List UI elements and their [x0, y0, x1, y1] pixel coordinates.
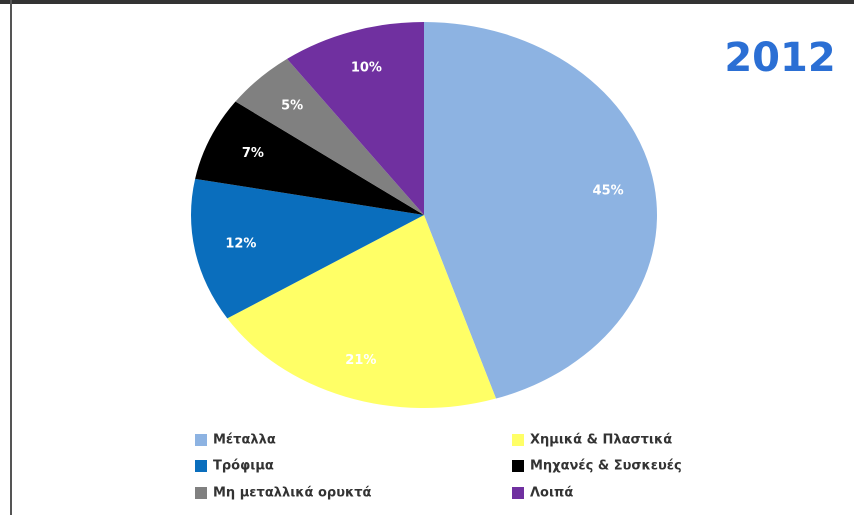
data-label: 10%	[351, 61, 382, 76]
legend-label: Μηχανές & Συσκευές	[530, 459, 682, 474]
pie-slice	[227, 215, 497, 408]
data-label: 5%	[281, 98, 303, 113]
legend-swatch	[195, 460, 207, 472]
data-label: 45%	[593, 183, 624, 198]
pie-slice	[424, 22, 657, 399]
legend-label: Λοιπά	[530, 486, 573, 501]
data-label: 7%	[242, 146, 264, 161]
legend-swatch	[512, 460, 524, 472]
legend-label: Μέταλλα	[213, 433, 276, 448]
legend-label: Τρόφιμα	[213, 459, 274, 474]
pie-slice	[235, 58, 424, 216]
legend-swatch	[512, 434, 524, 446]
pie-slice	[287, 21, 424, 215]
pie-slice	[191, 178, 424, 319]
legend-swatch	[512, 487, 524, 499]
legend-swatch	[195, 434, 207, 446]
data-label: 21%	[345, 353, 376, 368]
pie-slice	[195, 101, 424, 215]
data-label: 12%	[225, 236, 256, 251]
legend-swatch	[195, 487, 207, 499]
legend-label: Χημικά & Πλαστικά	[530, 433, 672, 448]
chart-title: 2012	[724, 35, 835, 81]
legend-label: Μη μεταλλικά ορυκτά	[213, 486, 372, 501]
